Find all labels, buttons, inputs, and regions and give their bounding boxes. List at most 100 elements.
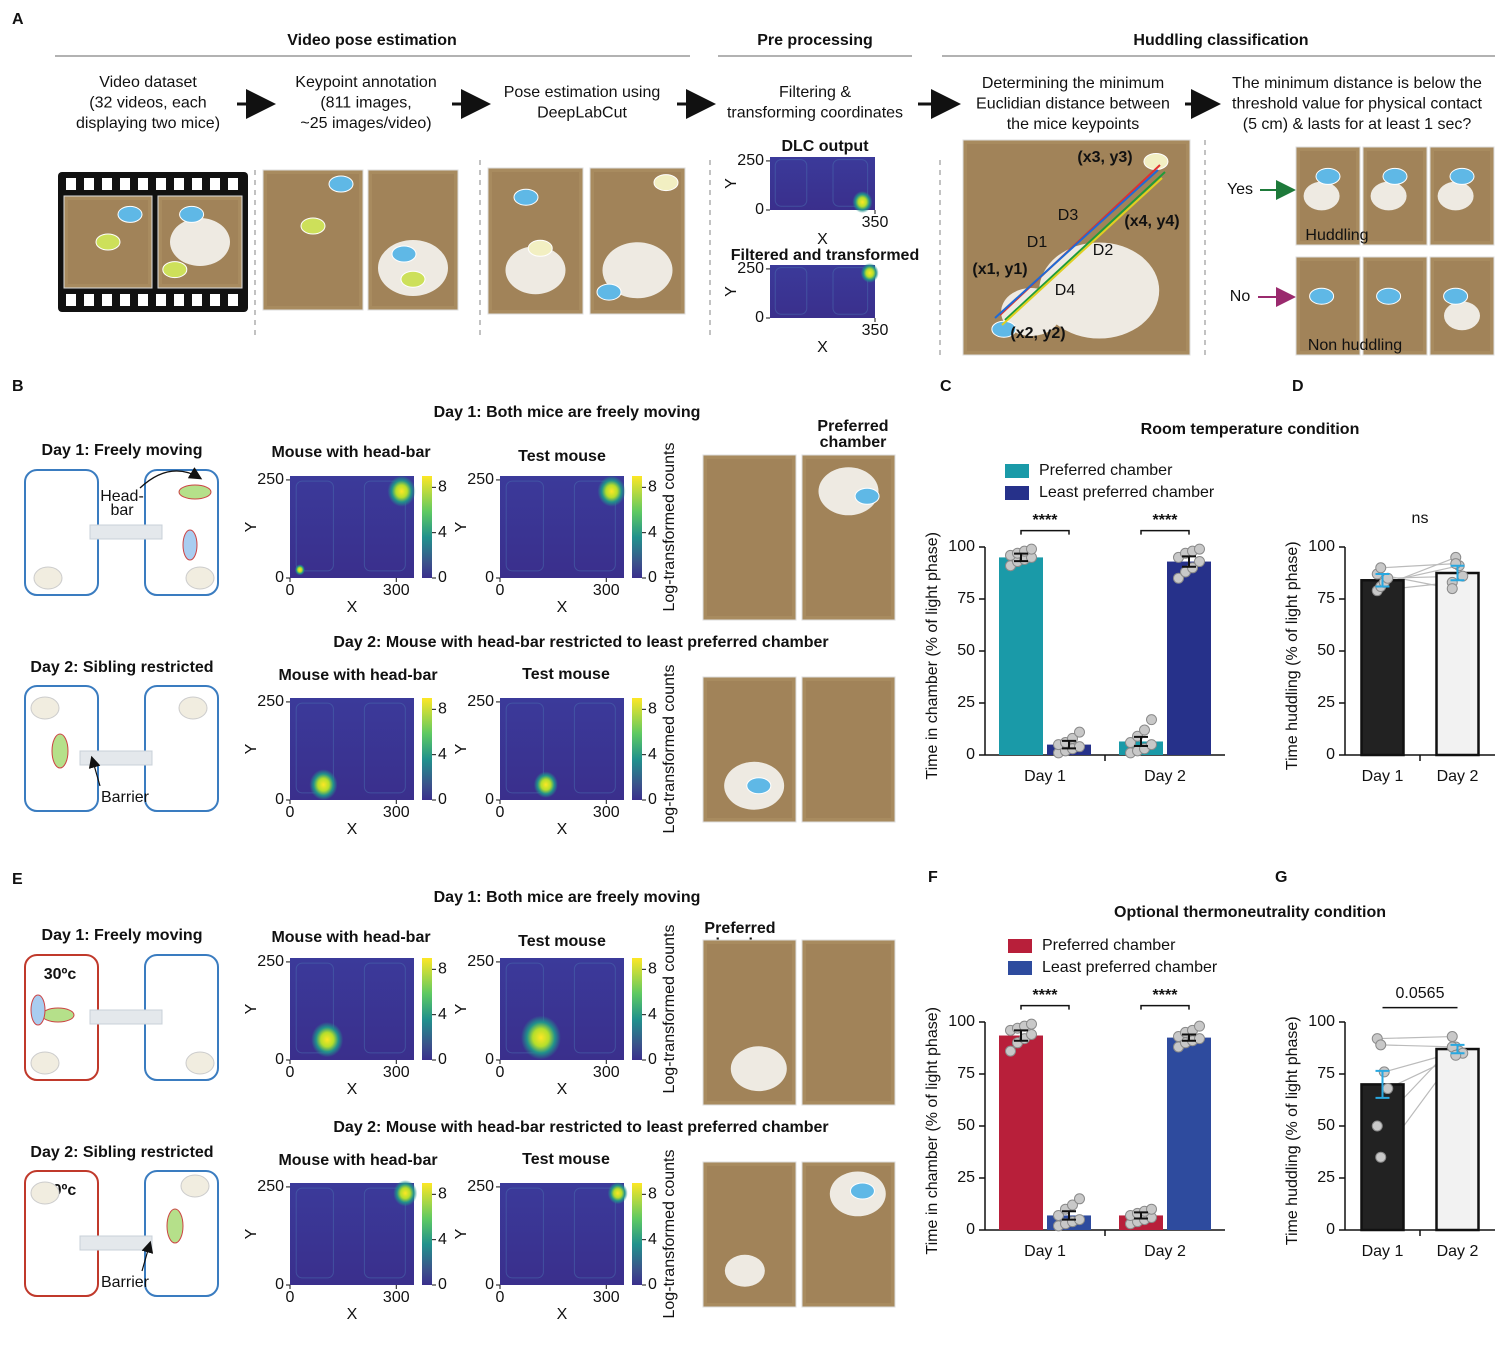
barrier-label: Barrier xyxy=(101,789,150,806)
x-tick-label: Day 1 xyxy=(1024,1243,1066,1260)
film-hole xyxy=(156,294,166,306)
head-bar-label: Head- xyxy=(100,488,144,505)
x-axis-label: X xyxy=(347,1081,358,1098)
pointer xyxy=(88,755,101,787)
hotspot xyxy=(294,564,305,576)
nest xyxy=(180,1174,210,1198)
colorbar-tick-label: 0 xyxy=(648,1276,657,1293)
distance-line xyxy=(994,169,1159,319)
step-text: (32 videos, each xyxy=(89,95,206,112)
legend-label: Preferred chamber xyxy=(1042,937,1176,954)
colorbar-tick-label: 8 xyxy=(438,479,447,496)
legend-swatch xyxy=(1005,486,1029,500)
heatmap-structure xyxy=(295,1187,334,1279)
nest xyxy=(30,1181,60,1205)
mouse xyxy=(513,188,539,206)
heatmap-title: Mouse with head-bar xyxy=(271,929,430,946)
x-tick-label: 300 xyxy=(593,582,620,599)
nest xyxy=(178,696,208,720)
film-hole xyxy=(228,294,238,306)
data-point xyxy=(1074,726,1085,738)
section-title: Huddling classification xyxy=(1133,32,1308,49)
step-text: threshold value for physical contact xyxy=(1232,96,1482,113)
y-axis-label: Y xyxy=(243,521,260,532)
y-axis-label: Y xyxy=(243,1003,260,1014)
x-axis-label: X xyxy=(347,821,358,838)
y-tick-label: 250 xyxy=(467,1178,494,1195)
heatmap-structure xyxy=(363,480,406,572)
x-tick-label: 350 xyxy=(862,322,889,339)
hotspot xyxy=(309,769,338,801)
step-text: Pose estimation using xyxy=(504,84,661,101)
mouse xyxy=(1143,153,1169,170)
data-point xyxy=(1378,1066,1390,1078)
error-bar xyxy=(1375,1069,1390,1099)
x-tick-label: 300 xyxy=(593,804,620,821)
step-text: (5 cm) & lasts for at least 1 sec? xyxy=(1243,116,1472,133)
y-tick-label: 75 xyxy=(957,1065,975,1082)
chart-title: Room temperature condition xyxy=(1141,421,1360,438)
y-tick-label: 50 xyxy=(1317,642,1335,659)
data-point xyxy=(1194,1033,1205,1045)
x-axis-label: X xyxy=(347,599,358,616)
heatmap-structure xyxy=(363,1187,406,1279)
pair-line xyxy=(1380,1044,1456,1048)
legend-label: Preferred chamber xyxy=(1039,462,1173,479)
y-tick-label: 250 xyxy=(467,693,494,710)
legend-swatch xyxy=(1008,939,1032,953)
heatmap xyxy=(500,698,624,800)
y-tick-label: 250 xyxy=(467,471,494,488)
x-tick-label: 300 xyxy=(383,1289,410,1306)
barrier-label: Barrier xyxy=(101,1274,150,1291)
y-axis-label: Time huddling (% of light phase) xyxy=(1284,541,1301,770)
step-text: the mice keypoints xyxy=(1007,116,1140,133)
tube xyxy=(79,750,153,766)
decision-yes: Yes xyxy=(1227,181,1253,198)
heatmap-title: Mouse with head-bar xyxy=(278,1152,437,1169)
mouse xyxy=(300,217,326,235)
keypoint-label: (x1, y1) xyxy=(972,261,1027,278)
mouse xyxy=(1376,287,1402,305)
data-point xyxy=(1026,543,1037,555)
film-hole xyxy=(66,294,76,306)
y-axis-label: Time in chamber (% of light phase) xyxy=(924,1007,941,1255)
mouse xyxy=(95,233,121,251)
nest xyxy=(1437,181,1474,211)
mouse xyxy=(1315,167,1341,185)
pointer xyxy=(141,1240,154,1272)
x-axis-label: X xyxy=(817,339,828,356)
y-tick-label: 0 xyxy=(485,569,494,586)
heatmap-title: Mouse with head-bar xyxy=(278,667,437,684)
chart-title: Optional thermoneutrality condition xyxy=(1114,904,1386,921)
error-bar xyxy=(1134,1211,1148,1220)
y-tick-label: 0 xyxy=(1326,1221,1335,1238)
panel-label: B xyxy=(12,378,24,395)
colorbar-tick-label: 8 xyxy=(438,701,447,718)
mouse xyxy=(596,283,622,301)
bar xyxy=(1167,561,1211,755)
y-axis-label: Time in chamber (% of light phase) xyxy=(924,532,941,780)
data-point xyxy=(1194,543,1205,555)
film-hole xyxy=(192,294,202,306)
legend-label: Least preferred chamber xyxy=(1039,484,1215,501)
film-hole xyxy=(120,294,130,306)
error-bar xyxy=(1182,1033,1196,1042)
y-axis-label: Y xyxy=(243,1228,260,1239)
x-tick-label: Day 1 xyxy=(1024,768,1066,785)
significance: **** xyxy=(1033,512,1059,529)
y-tick-label: 250 xyxy=(257,471,284,488)
mouse xyxy=(41,1007,75,1023)
data-point xyxy=(1005,1045,1016,1057)
day-title: Day 2: Mouse with head-bar restricted to… xyxy=(333,634,828,651)
heatmap-title: Test mouse xyxy=(522,1151,610,1168)
mouse xyxy=(182,529,198,561)
x-axis-label: X xyxy=(557,599,568,616)
step-text: transforming coordinates xyxy=(727,105,903,122)
data-point xyxy=(1194,556,1205,568)
step-text: (811 images, xyxy=(320,95,411,112)
y-tick-label: 0 xyxy=(485,791,494,808)
data-point xyxy=(1074,1193,1085,1205)
significance-bracket xyxy=(1020,529,1070,535)
film-hole xyxy=(84,178,94,190)
